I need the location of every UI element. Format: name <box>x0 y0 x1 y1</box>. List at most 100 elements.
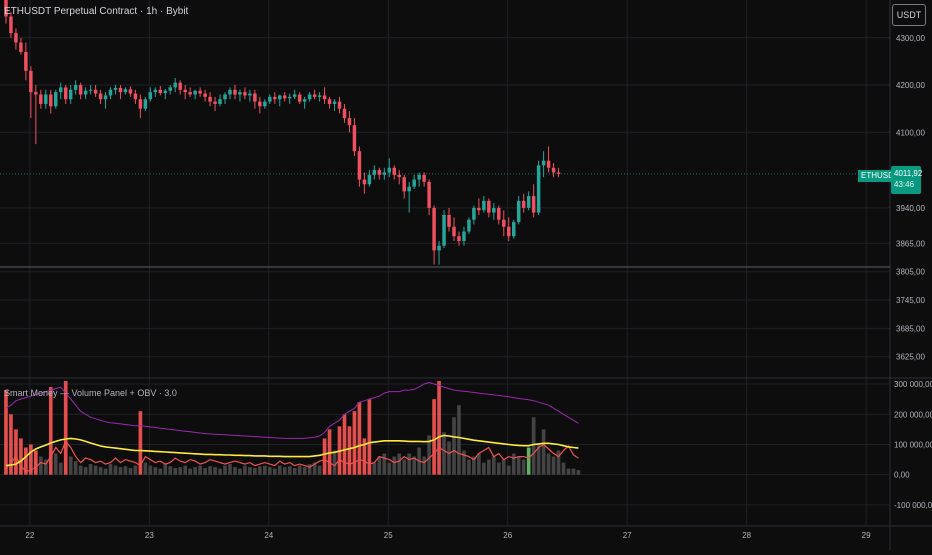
volume-bar <box>536 444 541 475</box>
candle-body <box>516 200 521 223</box>
volume-bar <box>4 390 8 475</box>
candle-body <box>113 87 118 90</box>
price-tick-label: 4100,00 <box>896 128 925 137</box>
volume-bar <box>68 456 73 475</box>
volume-bar <box>173 468 178 475</box>
volume-bar <box>88 464 93 475</box>
candle-body <box>54 92 58 107</box>
volume-bar <box>437 381 441 475</box>
candle-body <box>417 174 421 180</box>
candle-body <box>228 89 232 95</box>
volume-bar <box>472 456 476 475</box>
volume-bar <box>153 467 158 475</box>
candle-body <box>511 222 516 237</box>
volume-bar <box>576 470 581 475</box>
candle-body <box>337 101 342 109</box>
candle-body <box>312 94 317 97</box>
candle-body <box>492 207 496 213</box>
volume-bar <box>113 465 118 475</box>
candle-body <box>218 99 222 104</box>
volume-bar <box>561 462 566 475</box>
candle-body <box>507 226 511 237</box>
volume-bar <box>263 465 267 475</box>
volume-bar <box>462 450 466 475</box>
candle-body <box>327 99 332 104</box>
volume-bar <box>556 450 561 475</box>
candle-body <box>372 170 377 175</box>
price-tick-label: 3865,00 <box>896 239 925 248</box>
volume-bar <box>501 459 506 475</box>
candle-body <box>153 89 158 93</box>
volume-bar <box>432 399 436 475</box>
volume-bar <box>24 447 28 475</box>
volume-bar <box>377 456 382 475</box>
volume-bar <box>198 465 202 475</box>
volume-bar <box>78 465 83 475</box>
time-tick-label: 22 <box>25 531 34 540</box>
volume-bar <box>43 459 48 475</box>
candle-body <box>238 92 242 95</box>
candle-body <box>273 96 277 100</box>
candle-body <box>183 89 187 93</box>
candle-body <box>412 179 416 187</box>
currency-button[interactable]: USDT <box>892 4 926 26</box>
candle-body <box>442 214 446 246</box>
volume-bar <box>367 399 372 475</box>
volume-bar <box>243 465 247 475</box>
candle-body <box>382 172 387 175</box>
time-tick-label: 27 <box>623 531 632 540</box>
volume-bar <box>477 453 481 475</box>
candle-body <box>188 92 192 95</box>
volume-bar <box>83 467 88 475</box>
candle-body <box>531 196 536 213</box>
candle-body <box>34 92 38 95</box>
volume-bar <box>188 468 192 475</box>
volume-bar <box>14 429 18 475</box>
time-tick-label: 26 <box>503 531 512 540</box>
volume-bar <box>34 450 38 475</box>
candle-body <box>123 89 128 93</box>
volume-bar <box>312 462 317 475</box>
candle-body <box>452 226 456 237</box>
candle-body <box>258 101 262 107</box>
candle-body <box>536 165 541 213</box>
price-tick-label: 3745,00 <box>896 296 925 305</box>
candle-body <box>263 101 267 107</box>
volume-bar <box>183 465 188 475</box>
last-price-tag: 4011,92 43:46 <box>891 166 922 194</box>
candle-body <box>278 95 282 100</box>
volume-bar <box>277 465 282 475</box>
volume-bar <box>19 438 23 475</box>
candle-body <box>387 167 392 173</box>
volume-bar <box>148 465 153 475</box>
candle-body <box>317 95 322 97</box>
volume-bar <box>511 453 516 475</box>
volume-bar <box>282 467 287 475</box>
candle-body <box>148 92 153 100</box>
candle-body <box>292 94 297 97</box>
candle-body <box>407 186 411 192</box>
candle-body <box>39 94 43 104</box>
volume-bar <box>332 450 337 475</box>
volume-bar <box>138 411 143 475</box>
candle-body <box>9 16 13 34</box>
candle-body <box>44 94 48 104</box>
volume-bar <box>248 467 252 475</box>
candle-body <box>208 96 212 102</box>
candle-body <box>352 125 357 152</box>
candle-body <box>477 207 481 211</box>
volume-tick-label: 300 000,00 <box>894 380 932 389</box>
volume-bar <box>233 467 237 475</box>
volume-bar <box>566 468 571 475</box>
volume-bar <box>457 405 461 475</box>
candle-body <box>287 96 292 99</box>
candle-body <box>158 89 163 94</box>
candle-body <box>521 200 526 208</box>
volume-bar <box>496 462 501 475</box>
candle-body <box>163 90 168 94</box>
volume-bar <box>58 462 63 475</box>
volume-bar <box>342 414 347 475</box>
volume-bar <box>392 456 397 475</box>
volume-bar <box>143 462 148 475</box>
